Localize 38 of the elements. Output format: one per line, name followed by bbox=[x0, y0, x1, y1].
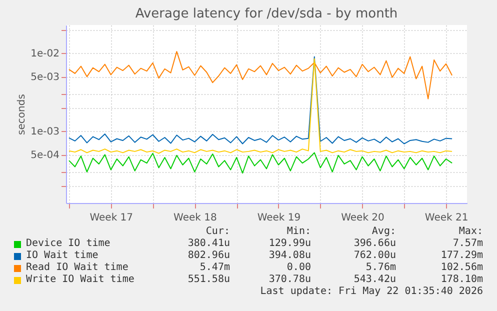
text: Max: bbox=[458, 226, 483, 238]
text: 396.66u bbox=[354, 238, 396, 250]
x-tick-label: Week 19 bbox=[257, 212, 301, 224]
line-series bbox=[68, 152, 453, 174]
legend-label: Write IO Wait time bbox=[26, 274, 134, 286]
legend-label: Read IO Wait time bbox=[26, 262, 128, 274]
line-series bbox=[68, 51, 453, 100]
text: 178.10m bbox=[440, 274, 483, 286]
x-tick-label: Week 17 bbox=[90, 212, 134, 224]
y-tick-label: 5e-03 bbox=[30, 72, 60, 84]
y-tick-label: 1e-03 bbox=[30, 126, 60, 138]
legend-label: Device IO time bbox=[26, 238, 110, 250]
text: 5.47m bbox=[200, 262, 230, 274]
text: 802.96u bbox=[188, 250, 230, 262]
text: 762.00u bbox=[354, 250, 396, 262]
text: 0.00 bbox=[286, 262, 311, 274]
y-tick-label: 1e-02 bbox=[30, 48, 60, 60]
x-tick-label: Week 18 bbox=[174, 212, 217, 224]
text: Last update: Fri May 22 01:35:40 2026 bbox=[260, 286, 483, 298]
text: Avg: bbox=[372, 226, 396, 238]
text: 380.41u bbox=[188, 238, 230, 250]
text: 7.57m bbox=[452, 238, 483, 250]
text: 370.78u bbox=[268, 274, 311, 286]
x-tick-label: Week 20 bbox=[341, 212, 384, 224]
text: Min: bbox=[286, 226, 311, 238]
chart-title: Average latency for /dev/sda - by month bbox=[135, 6, 398, 22]
text: 102.56m bbox=[440, 262, 483, 274]
y-axis-title: seconds bbox=[16, 94, 28, 135]
text: Cur: bbox=[206, 226, 230, 238]
text: 551.58u bbox=[188, 274, 230, 286]
text: 129.99u bbox=[268, 238, 311, 250]
text: 543.42u bbox=[354, 274, 396, 286]
text: 177.29m bbox=[440, 250, 483, 262]
x-tick-label: Week 21 bbox=[424, 212, 468, 224]
text: 5.76m bbox=[366, 262, 396, 274]
y-tick-label: 5e-04 bbox=[30, 150, 60, 162]
text: 394.08u bbox=[268, 250, 311, 262]
legend-label: IO Wait time bbox=[26, 250, 98, 262]
